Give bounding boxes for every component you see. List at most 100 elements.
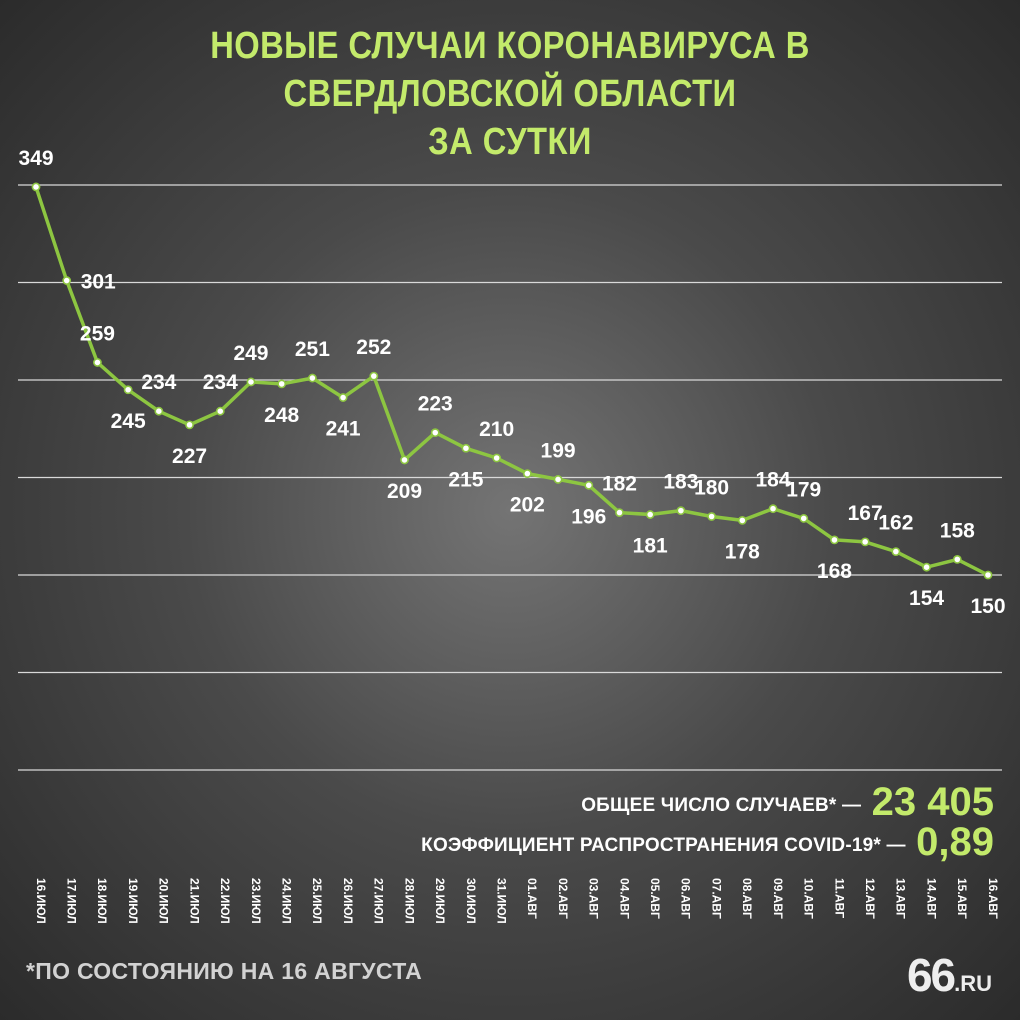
data-point [154, 406, 164, 416]
value-labels: 349 301 259 245 234 227 234 249 248 251 241 252 209 2… [18, 147, 1005, 618]
logo-suffix: .RU [954, 971, 992, 996]
x-tick-label: 04.АВГ [617, 878, 631, 919]
value-label: 251 [295, 338, 330, 361]
value-label: 301 [81, 271, 116, 294]
x-axis-labels: 16.ИЮЛ 17.ИЮЛ 18.ИЮЛ 19.ИЮЛ 20.ИЮЛ 21.ИЮЛ 22.И… [34, 878, 1000, 924]
x-tick-label: 16.АВГ [986, 878, 1000, 919]
x-tick-label: 30.ИЮЛ [464, 878, 478, 924]
x-tick-label: 01.АВГ [525, 878, 539, 919]
data-point [922, 562, 931, 572]
value-label: 248 [264, 404, 299, 427]
value-label: 349 [18, 147, 53, 170]
data-point [430, 428, 440, 438]
data-point [246, 377, 256, 387]
x-tick-label: 29.ИЮЛ [433, 878, 447, 924]
x-tick-label: 25.ИЮЛ [310, 878, 324, 924]
data-point [799, 514, 809, 523]
x-tick-label: 18.ИЮЛ [95, 878, 109, 924]
data-point [983, 570, 993, 580]
data-point [891, 547, 901, 556]
series-line [34, 185, 990, 577]
data-point [461, 443, 471, 453]
value-label: 181 [633, 535, 668, 558]
x-tick-label: 19.ИЮЛ [126, 878, 140, 924]
x-tick-label: 15.АВГ [955, 878, 969, 919]
chart-title-line-2: ЗА СУТКИ [428, 121, 592, 163]
data-point [307, 373, 317, 383]
x-tick-label: 13.АВГ [894, 878, 908, 919]
data-point [31, 182, 41, 192]
value-label: 150 [970, 595, 1005, 618]
data-point [492, 453, 502, 463]
x-tick-label: 10.АВГ [802, 878, 816, 919]
value-label: 223 [418, 393, 453, 416]
value-label: 154 [909, 587, 944, 610]
data-point [522, 469, 532, 478]
value-label: 209 [387, 480, 422, 503]
footnote: *ПО СОСТОЯНИЮ НА 16 АВГУСТА [26, 958, 423, 984]
x-tick-label: 21.ИЮЛ [187, 878, 201, 924]
data-point [615, 508, 624, 517]
x-tick-label: 12.АВГ [863, 878, 877, 919]
x-tick-label: 03.АВГ [587, 878, 601, 919]
value-label: 241 [326, 418, 361, 441]
data-point [338, 393, 348, 402]
data-point [400, 455, 409, 465]
x-tick-label: 14.АВГ [924, 878, 938, 919]
value-label: 167 [848, 502, 883, 525]
x-tick-label: 17.ИЮЛ [65, 878, 79, 924]
value-label: 158 [940, 519, 975, 542]
data-point [62, 276, 72, 285]
value-label: 199 [541, 439, 576, 462]
x-tick-label: 28.ИЮЛ [402, 878, 416, 924]
value-label: 252 [356, 336, 391, 359]
value-label: 196 [571, 505, 606, 528]
value-label: 183 [663, 471, 698, 494]
data-point [830, 535, 839, 545]
value-label: 234 [141, 371, 176, 394]
value-label: 249 [233, 342, 268, 365]
value-label: 245 [111, 410, 146, 433]
data-point [369, 371, 379, 381]
x-tick-label: 27.ИЮЛ [372, 878, 386, 924]
data-point [676, 506, 686, 516]
chart-title: НОВЫЕ СЛУЧАИ КОРОНАВИРУСА В СВЕРДЛОВСКОЙ… [71, 22, 948, 166]
x-tick-label: 02.АВГ [556, 878, 570, 919]
value-label: 178 [725, 540, 760, 563]
data-point [584, 480, 594, 490]
x-tick-label: 08.АВГ [740, 878, 754, 919]
x-tick-label: 05.АВГ [648, 878, 662, 919]
value-label: 162 [878, 512, 913, 535]
data-point [737, 516, 747, 525]
data-point [645, 510, 655, 519]
value-label: 210 [479, 418, 514, 441]
x-tick-label: 07.АВГ [709, 878, 723, 919]
x-tick-label: 22.ИЮЛ [218, 878, 232, 924]
data-point [215, 406, 225, 416]
data-point [952, 555, 962, 564]
data-point [768, 504, 778, 514]
value-label: 234 [203, 371, 238, 394]
value-label: 215 [448, 468, 483, 491]
x-tick-label: 23.ИЮЛ [249, 878, 263, 924]
value-label: 184 [756, 469, 791, 492]
x-tick-label: 24.ИЮЛ [280, 878, 294, 924]
data-point [185, 420, 194, 430]
data-point [123, 385, 133, 395]
data-point [553, 475, 563, 484]
logo-main: 66 [906, 949, 956, 1001]
x-tick-label: 16.ИЮЛ [34, 878, 48, 924]
data-points [31, 182, 993, 580]
value-label: 202 [510, 494, 545, 517]
value-label: 227 [172, 445, 207, 468]
data-point [277, 379, 287, 389]
x-tick-label: 11.АВГ [832, 878, 846, 918]
value-label: 179 [786, 478, 821, 501]
x-tick-label: 20.ИЮЛ [157, 878, 171, 924]
data-point [93, 358, 102, 367]
value-label: 182 [602, 473, 637, 496]
value-label: 168 [817, 560, 852, 583]
x-tick-label: 09.АВГ [771, 878, 785, 919]
gridlines [18, 184, 1002, 771]
